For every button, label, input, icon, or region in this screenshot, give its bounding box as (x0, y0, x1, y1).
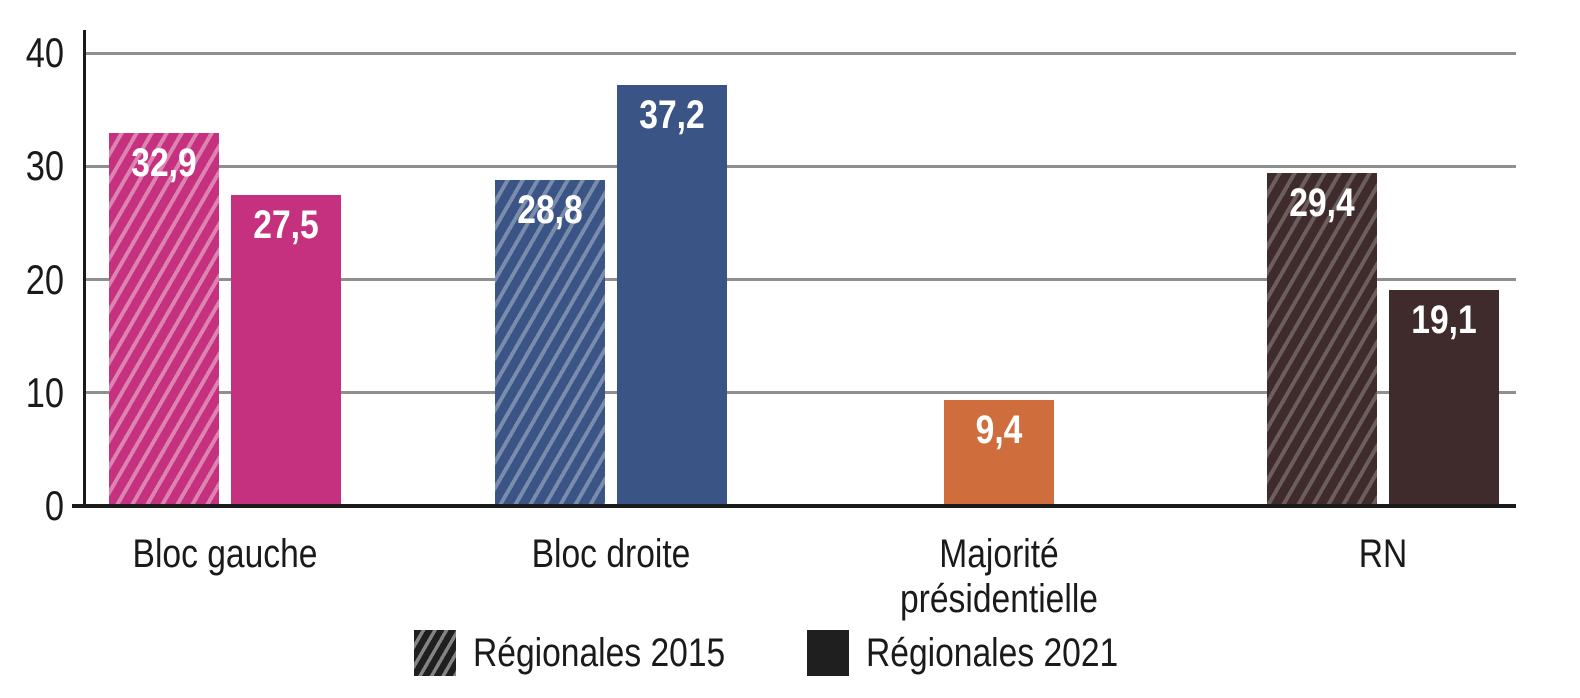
bar-value-label: 19,1 (1411, 298, 1477, 342)
legend-swatch-solid (807, 630, 849, 676)
y-tick-label-20: 20 (25, 256, 64, 303)
y-axis-line (83, 30, 86, 508)
x-category-label-1: Bloc droite (531, 532, 691, 576)
bar-régionales-2021-0: 27,5 (231, 195, 341, 506)
y-tick-label-30: 30 (25, 142, 64, 189)
x-category-label-0: Bloc gauche (132, 532, 318, 576)
bar-value-label: 27,5 (253, 203, 319, 247)
bar-régionales-2015-0: 32,9 (109, 133, 219, 506)
legend-label: Régionales 2021 (866, 631, 1119, 675)
legend-item-0: Régionales 2015 (413, 630, 773, 676)
bar-régionales-2021-1: 37,2 (617, 85, 727, 506)
y-tick-label-40: 40 (25, 29, 64, 76)
bar-value-label: 29,4 (1289, 181, 1355, 225)
legend-item-1: Régionales 2021 (807, 630, 1166, 676)
y-tick-label-0: 0 (44, 482, 64, 529)
x-axis-line (72, 504, 1516, 508)
bar-régionales-2015-1: 28,8 (495, 180, 605, 506)
gridline-30 (84, 165, 1516, 168)
bar-régionales-2021-2: 9,4 (944, 400, 1054, 506)
x-category-label-3: RN (1358, 532, 1408, 576)
bar-régionales-2021-3: 19,1 (1389, 290, 1499, 506)
gridline-40 (84, 52, 1516, 55)
bar-value-label: 28,8 (517, 188, 583, 232)
legend-label: Régionales 2015 (472, 631, 725, 675)
y-tick-label-10: 10 (25, 369, 64, 416)
gridline-20 (84, 278, 1516, 281)
bar-value-label: 32,9 (131, 141, 197, 185)
bar-value-label: 9,4 (975, 408, 1023, 452)
x-category-label-2: Majorité présidentielle (899, 532, 1098, 621)
bar-régionales-2015-3: 29,4 (1267, 173, 1377, 506)
legend-swatch-hatched (413, 630, 456, 676)
gridline-10 (84, 391, 1516, 394)
bar-value-label: 37,2 (639, 93, 705, 137)
legend: Régionales 2015 Régionales 2021 (0, 630, 1580, 676)
